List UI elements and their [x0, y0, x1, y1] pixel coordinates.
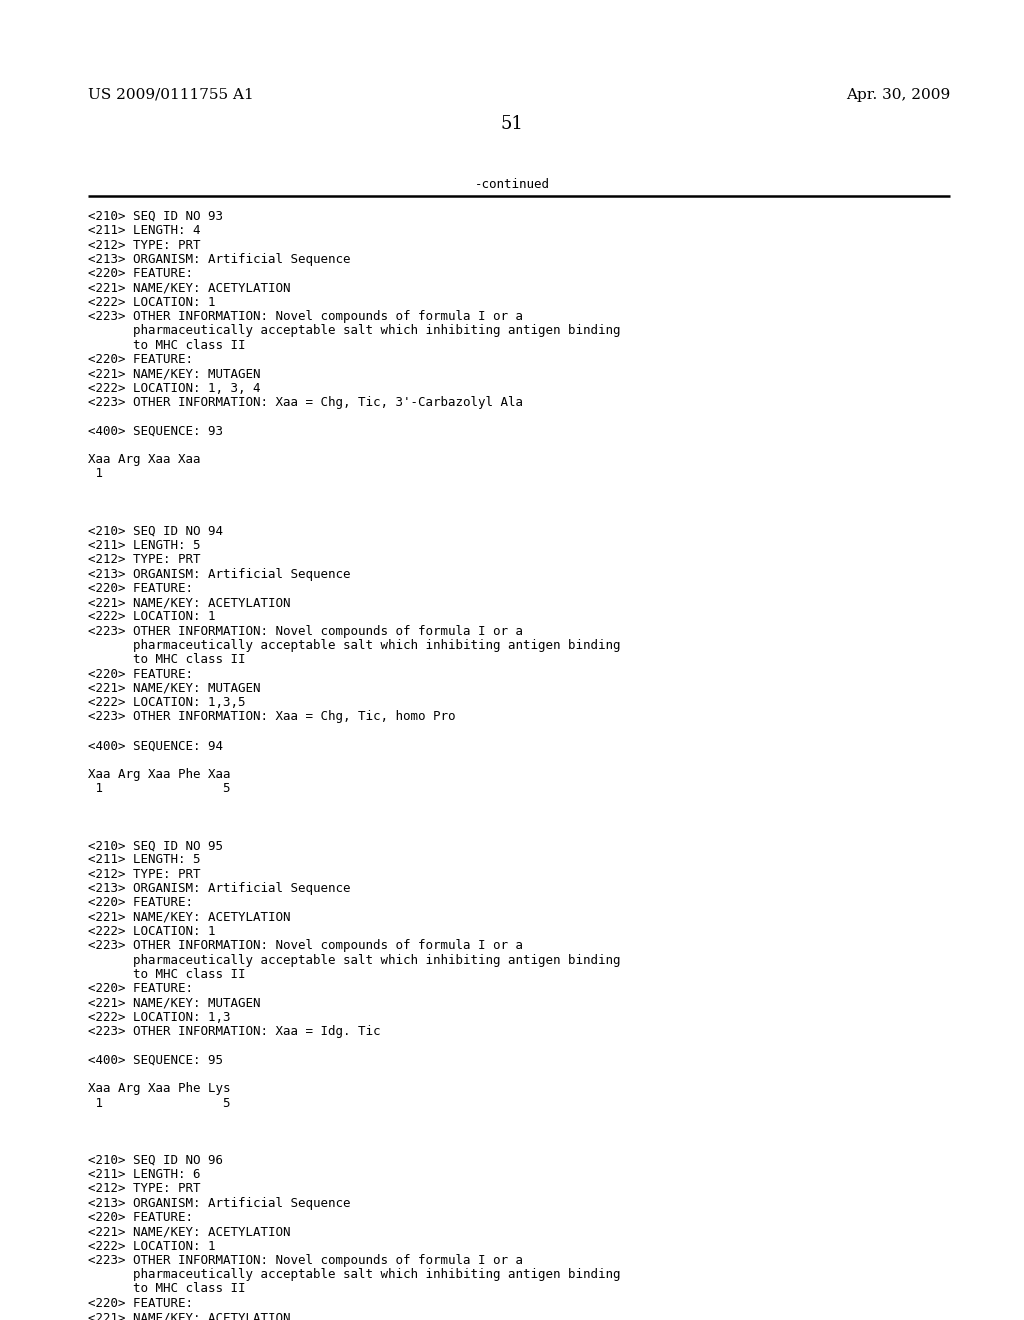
Text: <220> FEATURE:: <220> FEATURE:: [88, 582, 193, 595]
Text: 1                5: 1 5: [88, 781, 230, 795]
Text: <222> LOCATION: 1,3: <222> LOCATION: 1,3: [88, 1011, 230, 1024]
Text: 1: 1: [88, 467, 103, 480]
Text: <222> LOCATION: 1: <222> LOCATION: 1: [88, 296, 215, 309]
Text: pharmaceutically acceptable salt which inhibiting antigen binding: pharmaceutically acceptable salt which i…: [88, 1269, 621, 1282]
Text: <221> NAME/KEY: MUTAGEN: <221> NAME/KEY: MUTAGEN: [88, 682, 260, 694]
Text: <210> SEQ ID NO 94: <210> SEQ ID NO 94: [88, 524, 223, 537]
Text: <221> NAME/KEY: ACETYLATION: <221> NAME/KEY: ACETYLATION: [88, 911, 291, 924]
Text: <220> FEATURE:: <220> FEATURE:: [88, 1210, 193, 1224]
Text: <212> TYPE: PRT: <212> TYPE: PRT: [88, 553, 201, 566]
Text: <221> NAME/KEY: MUTAGEN: <221> NAME/KEY: MUTAGEN: [88, 367, 260, 380]
Text: <213> ORGANISM: Artificial Sequence: <213> ORGANISM: Artificial Sequence: [88, 253, 350, 265]
Text: <223> OTHER INFORMATION: Novel compounds of formula I or a: <223> OTHER INFORMATION: Novel compounds…: [88, 624, 523, 638]
Text: <223> OTHER INFORMATION: Xaa = Chg, Tic, homo Pro: <223> OTHER INFORMATION: Xaa = Chg, Tic,…: [88, 710, 456, 723]
Text: pharmaceutically acceptable salt which inhibiting antigen binding: pharmaceutically acceptable salt which i…: [88, 639, 621, 652]
Text: <220> FEATURE:: <220> FEATURE:: [88, 668, 193, 681]
Text: <222> LOCATION: 1,3,5: <222> LOCATION: 1,3,5: [88, 696, 246, 709]
Text: <213> ORGANISM: Artificial Sequence: <213> ORGANISM: Artificial Sequence: [88, 1197, 350, 1209]
Text: to MHC class II: to MHC class II: [88, 339, 246, 351]
Text: <210> SEQ ID NO 95: <210> SEQ ID NO 95: [88, 840, 223, 853]
Text: <222> LOCATION: 1, 3, 4: <222> LOCATION: 1, 3, 4: [88, 381, 260, 395]
Text: <220> FEATURE:: <220> FEATURE:: [88, 267, 193, 280]
Text: <211> LENGTH: 4: <211> LENGTH: 4: [88, 224, 201, 238]
Text: <400> SEQUENCE: 93: <400> SEQUENCE: 93: [88, 425, 223, 437]
Text: <221> NAME/KEY: MUTAGEN: <221> NAME/KEY: MUTAGEN: [88, 997, 260, 1010]
Text: <212> TYPE: PRT: <212> TYPE: PRT: [88, 1183, 201, 1196]
Text: <220> FEATURE:: <220> FEATURE:: [88, 1296, 193, 1309]
Text: -continued: -continued: [474, 178, 550, 191]
Text: <400> SEQUENCE: 95: <400> SEQUENCE: 95: [88, 1053, 223, 1067]
Text: <211> LENGTH: 6: <211> LENGTH: 6: [88, 1168, 201, 1181]
Text: <223> OTHER INFORMATION: Novel compounds of formula I or a: <223> OTHER INFORMATION: Novel compounds…: [88, 310, 523, 323]
Text: <222> LOCATION: 1: <222> LOCATION: 1: [88, 925, 215, 939]
Text: pharmaceutically acceptable salt which inhibiting antigen binding: pharmaceutically acceptable salt which i…: [88, 953, 621, 966]
Text: 51: 51: [501, 115, 523, 133]
Text: <210> SEQ ID NO 96: <210> SEQ ID NO 96: [88, 1154, 223, 1167]
Text: <223> OTHER INFORMATION: Xaa = Chg, Tic, 3'-Carbazolyl Ala: <223> OTHER INFORMATION: Xaa = Chg, Tic,…: [88, 396, 523, 409]
Text: <210> SEQ ID NO 93: <210> SEQ ID NO 93: [88, 210, 223, 223]
Text: <213> ORGANISM: Artificial Sequence: <213> ORGANISM: Artificial Sequence: [88, 882, 350, 895]
Text: Apr. 30, 2009: Apr. 30, 2009: [846, 88, 950, 102]
Text: Xaa Arg Xaa Xaa: Xaa Arg Xaa Xaa: [88, 453, 201, 466]
Text: 1                5: 1 5: [88, 1097, 230, 1110]
Text: <222> LOCATION: 1: <222> LOCATION: 1: [88, 610, 215, 623]
Text: <221> NAME/KEY: ACETYLATION: <221> NAME/KEY: ACETYLATION: [88, 1311, 291, 1320]
Text: <211> LENGTH: 5: <211> LENGTH: 5: [88, 854, 201, 866]
Text: <220> FEATURE:: <220> FEATURE:: [88, 982, 193, 995]
Text: pharmaceutically acceptable salt which inhibiting antigen binding: pharmaceutically acceptable salt which i…: [88, 325, 621, 338]
Text: to MHC class II: to MHC class II: [88, 968, 246, 981]
Text: <211> LENGTH: 5: <211> LENGTH: 5: [88, 539, 201, 552]
Text: <213> ORGANISM: Artificial Sequence: <213> ORGANISM: Artificial Sequence: [88, 568, 350, 581]
Text: <400> SEQUENCE: 94: <400> SEQUENCE: 94: [88, 739, 223, 752]
Text: <222> LOCATION: 1: <222> LOCATION: 1: [88, 1239, 215, 1253]
Text: <221> NAME/KEY: ACETYLATION: <221> NAME/KEY: ACETYLATION: [88, 597, 291, 609]
Text: <212> TYPE: PRT: <212> TYPE: PRT: [88, 867, 201, 880]
Text: <212> TYPE: PRT: <212> TYPE: PRT: [88, 239, 201, 252]
Text: Xaa Arg Xaa Phe Xaa: Xaa Arg Xaa Phe Xaa: [88, 768, 230, 780]
Text: Xaa Arg Xaa Phe Lys: Xaa Arg Xaa Phe Lys: [88, 1082, 230, 1096]
Text: <221> NAME/KEY: ACETYLATION: <221> NAME/KEY: ACETYLATION: [88, 1225, 291, 1238]
Text: <223> OTHER INFORMATION: Novel compounds of formula I or a: <223> OTHER INFORMATION: Novel compounds…: [88, 1254, 523, 1267]
Text: to MHC class II: to MHC class II: [88, 1283, 246, 1295]
Text: <220> FEATURE:: <220> FEATURE:: [88, 896, 193, 909]
Text: to MHC class II: to MHC class II: [88, 653, 246, 667]
Text: <221> NAME/KEY: ACETYLATION: <221> NAME/KEY: ACETYLATION: [88, 281, 291, 294]
Text: <220> FEATURE:: <220> FEATURE:: [88, 352, 193, 366]
Text: <223> OTHER INFORMATION: Novel compounds of formula I or a: <223> OTHER INFORMATION: Novel compounds…: [88, 940, 523, 952]
Text: US 2009/0111755 A1: US 2009/0111755 A1: [88, 88, 254, 102]
Text: <223> OTHER INFORMATION: Xaa = Idg. Tic: <223> OTHER INFORMATION: Xaa = Idg. Tic: [88, 1026, 381, 1038]
